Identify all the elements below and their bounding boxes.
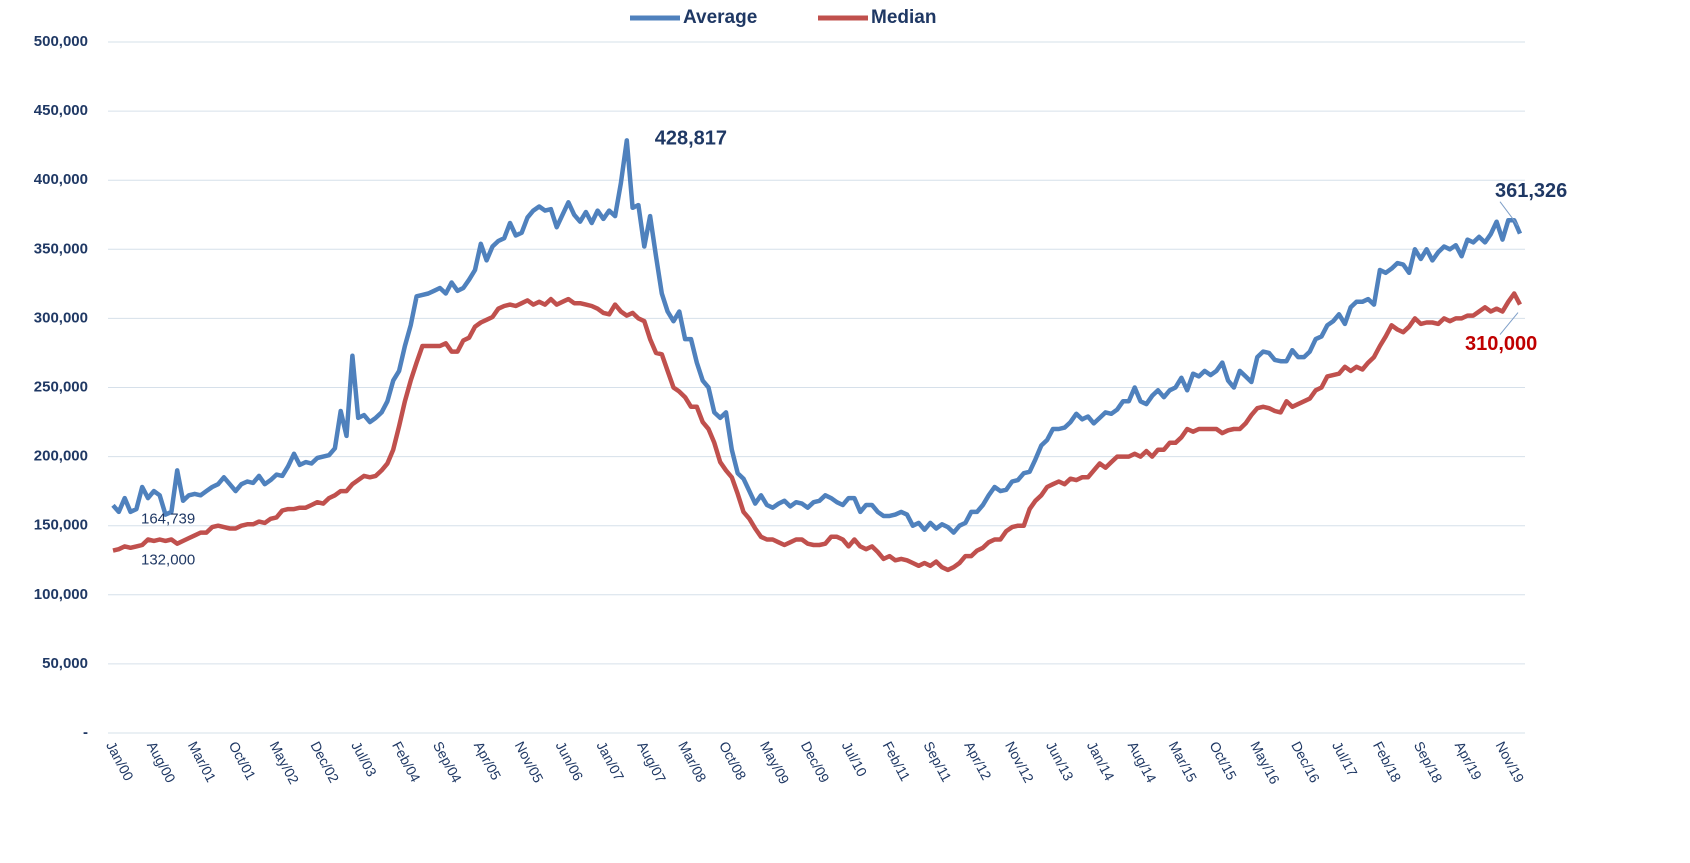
- x-tick-label: Dec/16: [1288, 739, 1323, 786]
- x-tick-label: Sep/04: [430, 739, 465, 786]
- y-tick-label: 100,000: [34, 586, 88, 603]
- x-tick-label: Jan/00: [103, 739, 137, 784]
- x-tick-label: Nov/19: [1493, 739, 1528, 786]
- x-tick-label: Apr/19: [1452, 739, 1486, 783]
- y-tick-label: 400,000: [34, 171, 88, 188]
- value-label: 132,000: [141, 552, 195, 569]
- x-tick-label: Oct/15: [1206, 739, 1240, 783]
- x-tick-label: Apr/05: [471, 739, 505, 783]
- x-tick-label: Feb/04: [389, 739, 424, 785]
- y-tick-label: 300,000: [34, 309, 88, 326]
- x-tick-label: Jan/14: [1084, 739, 1118, 784]
- x-tick-label: May/16: [1247, 739, 1283, 787]
- legend-label: Median: [871, 7, 936, 28]
- leader-line: [1499, 201, 1519, 226]
- y-tick-label: 200,000: [34, 448, 88, 465]
- y-tick-label: 50,000: [42, 655, 88, 672]
- leader-line: [1499, 312, 1519, 335]
- x-tick-label: Aug/07: [634, 739, 669, 786]
- x-tick-label: Mar/01: [185, 739, 220, 785]
- x-tick-label: Mar/15: [1166, 739, 1201, 785]
- value-label: 164,739: [141, 510, 195, 527]
- legend-label: Average: [683, 7, 757, 28]
- x-tick-label: Oct/01: [226, 739, 260, 783]
- y-tick-label: 350,000: [34, 240, 88, 257]
- x-tick-label: Jun/06: [553, 739, 587, 784]
- y-tick-label: 250,000: [34, 378, 88, 395]
- x-tick-label: Jan/07: [593, 739, 627, 784]
- x-tick-label: May/02: [267, 739, 303, 787]
- x-tick-label: Jul/17: [1329, 739, 1361, 780]
- x-tick-label: Dec/02: [307, 739, 342, 786]
- x-tick-label: Feb/18: [1370, 739, 1405, 785]
- x-tick-label: Sep/11: [920, 739, 955, 785]
- y-tick-label: 450,000: [34, 102, 88, 119]
- value-label: 310,000: [1465, 333, 1537, 355]
- series-line: [112, 291, 1522, 573]
- x-tick-label: Apr/12: [961, 739, 995, 783]
- y-tick-label: -: [83, 724, 88, 741]
- x-tick-label: Aug/14: [1125, 739, 1160, 786]
- x-tick-label: Jul/03: [348, 739, 380, 780]
- y-tick-label: 150,000: [34, 517, 88, 534]
- y-tick-label: 500,000: [34, 33, 88, 50]
- x-tick-label: Dec/09: [798, 739, 833, 786]
- x-tick-label: Aug/00: [144, 739, 179, 786]
- x-tick-label: Feb/11: [880, 739, 914, 784]
- x-tick-label: Jun/13: [1043, 739, 1077, 784]
- x-tick-label: Mar/08: [675, 739, 710, 785]
- x-tick-label: Nov/12: [1002, 739, 1037, 786]
- x-tick-label: May/09: [757, 739, 793, 787]
- x-tick-label: Jul/10: [839, 739, 871, 780]
- x-tick-label: Oct/08: [716, 739, 750, 783]
- value-label: 361,326: [1495, 180, 1567, 202]
- series-line: [111, 138, 1523, 535]
- value-label: 428,817: [655, 128, 727, 150]
- x-tick-label: Sep/18: [1411, 739, 1446, 786]
- x-tick-label: Nov/05: [512, 739, 547, 786]
